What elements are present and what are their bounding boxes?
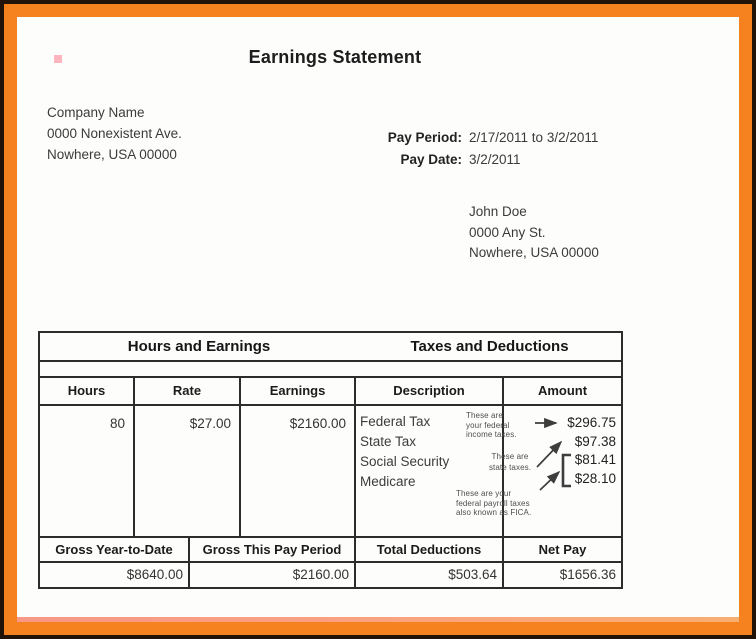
pay-info-block: Pay Period: 2/17/2011 to 3/2/2011 Pay Da… [372,127,599,171]
scan-artifact-dot [54,55,62,63]
column-header-earnings: Earnings [241,378,356,404]
table-column-header-row: Hours Rate Earnings Description Amount [40,378,621,406]
gross-period-value: $2160.00 [190,563,356,587]
annotation-state-taxes: These are state taxes. [488,452,532,472]
deduction-label-social-security: Social Security [360,454,450,469]
gross-ytd-value: $8640.00 [40,563,190,587]
earnings-table: Hours and Earnings Taxes and Deductions … [38,331,623,589]
table-body-row: 80 $27.00 $2160.00 Federal Tax State Tax… [40,406,621,538]
deduction-amount-social-security: $81.41 [574,452,616,468]
hours-value: 80 [40,406,135,536]
employee-address-line2: Nowhere, USA 00000 [469,245,599,260]
table-footer-header-row: Gross Year-to-Date Gross This Pay Period… [40,538,621,563]
pay-date-value: 3/2/2011 [469,152,521,167]
earnings-value: $2160.00 [241,406,356,536]
footer-header-total-deductions: Total Deductions [356,538,504,561]
pay-period-value: 2/17/2011 to 3/2/2011 [469,130,599,145]
column-header-description: Description [356,378,504,404]
deduction-amount-state-tax: $97.38 [574,433,616,449]
column-header-hours: Hours [40,378,135,404]
company-address-line2: Nowhere, USA 00000 [47,147,177,162]
table-footer-values-row: $8640.00 $2160.00 $503.64 $1656.36 [40,563,621,587]
annotation-fica-taxes: These are your federal payroll taxes als… [456,489,532,517]
employee-address-line1: 0000 Any St. [469,224,546,240]
pay-date-label: Pay Date: [400,152,462,167]
rate-value: $27.00 [135,406,241,536]
company-address-block: Company Name 0000 Nonexistent Ave. Nowhe… [47,102,182,165]
company-name: Company Name [47,105,145,120]
deduction-amounts: $296.75 $97.38 $81.41 $28.10 [504,406,621,536]
deduction-label-state-tax: State Tax [360,434,417,449]
net-pay-value: $1656.36 [559,567,616,582]
deduction-label-federal-tax: Federal Tax [360,414,431,429]
footer-header-net-pay: Net Pay [538,542,587,557]
footer-header-gross-ytd: Gross Year-to-Date [40,538,190,561]
employee-address-block: John Doe 0000 Any St. Nowhere, USA 00000 [469,202,599,264]
column-header-rate: Rate [135,378,241,404]
footer-header-gross-period: Gross This Pay Period [190,538,356,561]
deduction-amount-federal-tax: $296.75 [567,415,616,430]
group-header-hours-and-earnings: Hours and Earnings [127,338,271,355]
table-spacer-row [40,362,621,378]
employee-name: John Doe [469,204,527,219]
deduction-label-medicare: Medicare [360,474,416,489]
pay-period-label: Pay Period: [387,130,462,145]
group-header-taxes-and-deductions: Taxes and Deductions [410,338,569,355]
total-deductions-value: $503.64 [356,563,504,587]
column-header-amount: Amount [537,383,588,398]
deduction-amount-medicare: $28.10 [574,470,616,486]
annotation-federal-income-taxes: These are your federal income taxes. [466,411,517,439]
company-address-line1: 0000 Nonexistent Ave. [47,126,182,141]
page-title: Earnings Statement [248,47,422,67]
table-group-header-row: Hours and Earnings Taxes and Deductions [40,333,621,362]
scan-artifact-strip [17,617,739,622]
deduction-descriptions: Federal Tax State Tax Social Security Me… [356,406,504,536]
